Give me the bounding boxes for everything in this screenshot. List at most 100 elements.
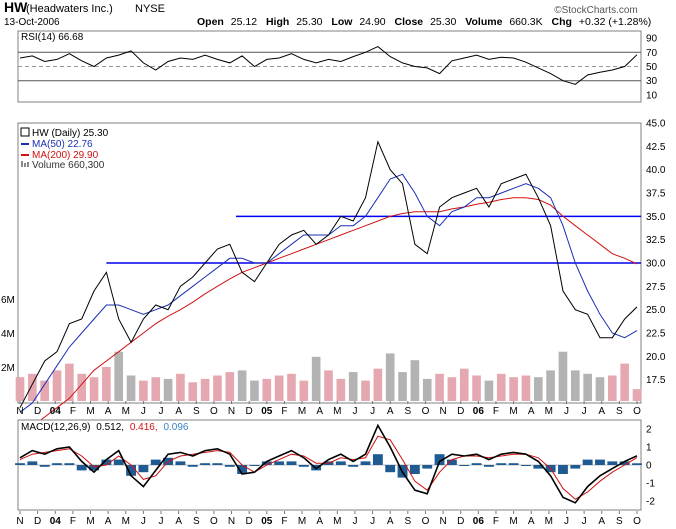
volume-axis: 6M 4M 2M: [1, 295, 15, 374]
x-axis-label: A: [175, 516, 182, 527]
macd-hist-bar: [175, 461, 186, 465]
volume-bar: [398, 372, 407, 401]
volume-bar: [533, 377, 543, 401]
price-tick-label: 40.0: [646, 165, 666, 176]
volume-bar: [496, 373, 506, 401]
volume-bar: [15, 377, 25, 401]
x-axis-label: N: [228, 516, 235, 527]
price-legend: HW (Daily) 25.30 MA(50) 22.76 MA(200) 29…: [20, 127, 109, 171]
rsi-axis: 90 70 50 30 10: [646, 34, 658, 102]
x-axis-label: M: [122, 516, 130, 527]
volume-bar: [188, 382, 198, 401]
chg-label: Chg: [552, 16, 572, 28]
macd-hist-bar: [200, 463, 211, 465]
x-axis-label: J: [582, 406, 587, 417]
volume-bar: [89, 377, 99, 401]
x-axis-label: A: [316, 406, 323, 417]
open-label: Open: [197, 16, 224, 28]
x-axis-label: M: [122, 406, 130, 417]
x-axis-label: J: [582, 516, 587, 527]
volume-bar: [422, 378, 432, 401]
legend-swatch-price: [20, 127, 30, 137]
volume-bar: [250, 380, 259, 401]
high-value: 25.30: [296, 16, 322, 28]
x-axis-label: O: [210, 406, 218, 417]
volume-bar: [336, 378, 346, 401]
x-axis-label: N: [439, 406, 446, 417]
volume-bar: [114, 351, 124, 401]
macd-hist-bar: [385, 465, 396, 473]
macd-hist-bar: [632, 463, 642, 465]
x-axis-label: J: [370, 406, 375, 417]
volume-bars: [15, 351, 642, 401]
open-value: 25.12: [231, 16, 257, 28]
chg-value: +0.32 (+1.28%): [579, 16, 651, 28]
x-axis-label: S: [404, 406, 411, 417]
macd-hist-bar: [15, 463, 25, 465]
volume-bar: [151, 377, 161, 401]
x-axis-label: J: [159, 516, 164, 527]
macd-hist-bar: [298, 465, 309, 467]
quote-line: Open 25.12 High 25.30 Low 24.90 Close 25…: [197, 16, 651, 28]
macd-hist-bar: [570, 465, 581, 469]
rsi-tick-label: 70: [646, 48, 658, 59]
price-tick-label: 37.5: [646, 189, 666, 200]
x-axis-label: 05: [261, 516, 273, 527]
x-axis-label: A: [528, 406, 535, 417]
macd-hist-bar: [335, 461, 346, 465]
macd-hist-bar: [496, 463, 507, 465]
macd-hist-bar: [372, 454, 383, 465]
volume-bar: [348, 372, 358, 401]
x-axis-label: N: [228, 406, 235, 417]
legend-swatch-volume: [27, 162, 29, 167]
ma200-line: [19, 197, 638, 437]
macd-hist-bar: [261, 461, 272, 465]
x-axis-label: M: [545, 406, 553, 417]
x-axis-label: J: [564, 516, 569, 527]
macd-hist-bar: [113, 459, 124, 465]
x-axis-label: M: [509, 516, 517, 527]
close-label: Close: [395, 16, 424, 28]
x-axis-label: M: [298, 406, 306, 417]
macd-hist-bar: [138, 465, 149, 473]
volume-bar: [287, 373, 296, 401]
legend-price: HW (Daily) 25.30: [32, 128, 109, 139]
rsi-levels: [18, 51, 641, 82]
volume-bar: [40, 380, 49, 401]
volume-bar: [620, 363, 629, 401]
low-value: 24.90: [359, 16, 385, 28]
rsi-tick-label: 10: [646, 90, 658, 101]
x-axis-label: M: [545, 516, 553, 527]
price-tick-label: 20.0: [646, 352, 666, 363]
price-tick-label: 42.5: [646, 142, 666, 153]
x-axis-label: J: [352, 516, 357, 527]
macd-hist-bar: [508, 463, 519, 465]
price-tick-label: 22.5: [646, 329, 666, 340]
volume-bar: [65, 363, 74, 401]
x-axis-label: M: [298, 516, 306, 527]
x-axis-label: F: [493, 406, 499, 417]
x-axis-label: F: [493, 516, 499, 527]
macd-hist-bar: [434, 454, 445, 465]
ticker-symbol: HW: [4, 0, 28, 15]
x-axis-label: F: [281, 516, 287, 527]
macd-hist-bar: [348, 465, 359, 467]
macd-hist-bar: [582, 459, 593, 465]
volume-bar: [595, 377, 605, 401]
x-axis-label: 04: [50, 406, 62, 417]
volume-value: 660.3K: [509, 16, 542, 28]
price-axis: 45.0 42.5 40.0 37.5 35.0 32.5 30.0 27.5 25.0 22.5…: [646, 119, 666, 387]
volume-bar: [52, 370, 62, 401]
x-axis-label: S: [616, 516, 623, 527]
price-tick-label: 45.0: [646, 119, 666, 130]
volume-bar: [77, 373, 87, 401]
legend-volume: Volume 660,300: [32, 160, 105, 171]
macd-hist-bar: [459, 465, 470, 466]
x-axis-label: A: [105, 516, 112, 527]
x-axis-label: F: [70, 406, 76, 417]
x-axis-label: F: [281, 406, 287, 417]
macd-hist-bar: [274, 461, 285, 465]
x-axis-label: A: [316, 516, 323, 527]
company-name: (Headwaters Inc.): [26, 3, 113, 15]
x-axis-label: D: [34, 406, 41, 417]
